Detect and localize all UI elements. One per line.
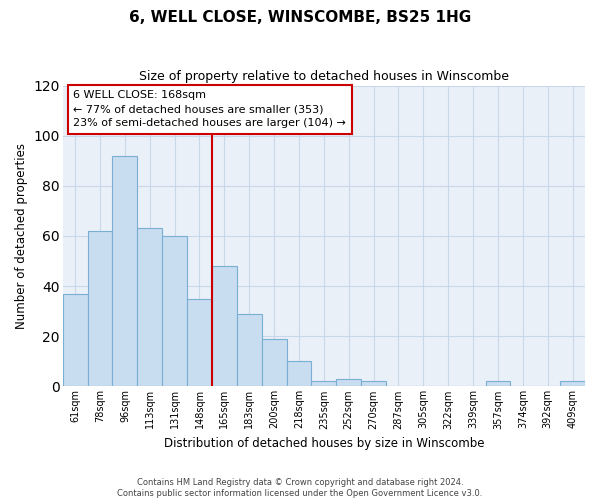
Bar (336, 379, 361, 386)
Text: Contains HM Land Registry data © Crown copyright and database right 2024.
Contai: Contains HM Land Registry data © Crown c… (118, 478, 482, 498)
Text: 6, WELL CLOSE, WINSCOMBE, BS25 1HG: 6, WELL CLOSE, WINSCOMBE, BS25 1HG (129, 10, 471, 25)
Bar (262, 339, 287, 386)
X-axis label: Distribution of detached houses by size in Winscombe: Distribution of detached houses by size … (164, 437, 484, 450)
Bar (361, 382, 386, 386)
Bar (187, 298, 212, 386)
Bar (560, 382, 585, 386)
Bar (212, 266, 237, 386)
Bar (485, 382, 511, 386)
Bar (63, 294, 88, 386)
Bar (112, 156, 137, 386)
Bar (137, 228, 162, 386)
Text: 6 WELL CLOSE: 168sqm
← 77% of detached houses are smaller (353)
23% of semi-deta: 6 WELL CLOSE: 168sqm ← 77% of detached h… (73, 90, 346, 128)
Bar (162, 236, 187, 386)
Y-axis label: Number of detached properties: Number of detached properties (15, 143, 28, 329)
Bar (311, 382, 336, 386)
Bar (287, 362, 311, 386)
Title: Size of property relative to detached houses in Winscombe: Size of property relative to detached ho… (139, 70, 509, 83)
Bar (237, 314, 262, 386)
Bar (88, 231, 112, 386)
